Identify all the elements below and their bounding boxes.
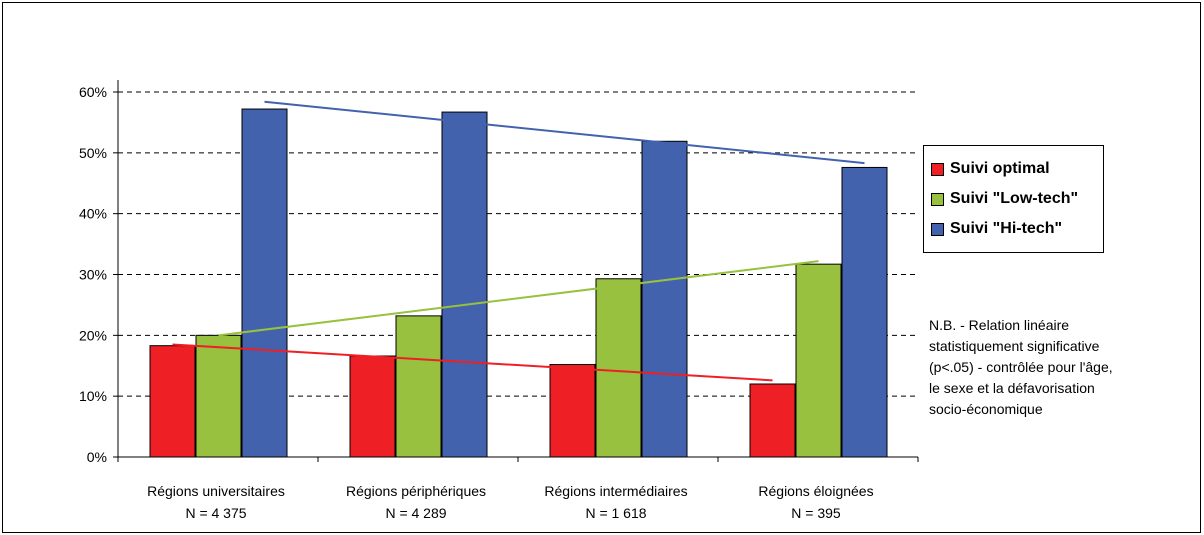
x-tick-sublabel: N = 4 375	[185, 505, 246, 521]
bar	[241, 108, 288, 458]
y-tick-label: 40%	[79, 206, 107, 222]
y-tick-label: 20%	[79, 327, 107, 343]
note-line: le sexe et la défavorisation	[929, 380, 1095, 396]
legend-swatch	[931, 222, 944, 236]
note-line: statistiquement significative	[929, 338, 1100, 354]
x-tick-sublabel: N = 4 289	[385, 505, 446, 521]
legend-label: Suivi "Low-tech"	[950, 190, 1079, 207]
bar	[841, 166, 888, 458]
axes	[113, 80, 919, 462]
bar	[549, 364, 596, 458]
trend-line	[172, 343, 773, 382]
y-tick-label: 10%	[79, 388, 107, 404]
x-tick-sublabel: N = 1 618	[585, 505, 646, 521]
note-line: (p<.05) - contrôlée pour l'âge,	[929, 359, 1113, 375]
bar	[395, 315, 442, 458]
legend-swatch	[931, 162, 944, 176]
bars	[149, 108, 888, 458]
bar	[641, 140, 688, 458]
bar	[441, 111, 488, 458]
legend-label: Suivi "Hi-tech"	[950, 220, 1063, 237]
legend-swatch	[931, 192, 944, 206]
trend-lines	[172, 100, 865, 382]
legend-item-low-tech: Suivi "Low-tech"	[931, 184, 1103, 214]
x-tick-label: Régions périphériques	[346, 483, 486, 499]
x-tick-sublabel: N = 395	[791, 505, 841, 521]
x-tick-label: Régions universitaires	[147, 483, 285, 499]
legend-label: Suivi optimal	[950, 160, 1050, 177]
note: N.B. - Relation linéaire statistiquement…	[929, 315, 1194, 420]
y-tick-label: 30%	[79, 267, 107, 283]
trend-line	[264, 100, 865, 165]
note-line: socio-économique	[929, 401, 1043, 417]
bar	[149, 345, 196, 458]
bar	[595, 278, 642, 458]
y-tick-label: 0%	[87, 449, 107, 465]
legend-item-optimal: Suivi optimal	[931, 154, 1103, 184]
y-tick-label: 60%	[79, 84, 107, 100]
legend-item-hi-tech: Suivi "Hi-tech"	[931, 214, 1103, 244]
bar	[795, 263, 842, 458]
trend-line	[218, 260, 819, 337]
y-tick-label: 50%	[79, 145, 107, 161]
note-line: N.B. - Relation linéaire	[929, 317, 1070, 333]
legend: Suivi optimal Suivi "Low-tech" Suivi "Hi…	[923, 145, 1104, 253]
x-tick-label: Régions intermédiaires	[544, 483, 687, 499]
bar	[195, 334, 242, 458]
x-tick-label: Régions éloignées	[758, 483, 873, 499]
axis-labels: 0% 10% 20% 30% 40% 50% 60% Régions universitair…	[79, 84, 874, 521]
bar	[749, 383, 796, 458]
bar	[349, 355, 396, 458]
